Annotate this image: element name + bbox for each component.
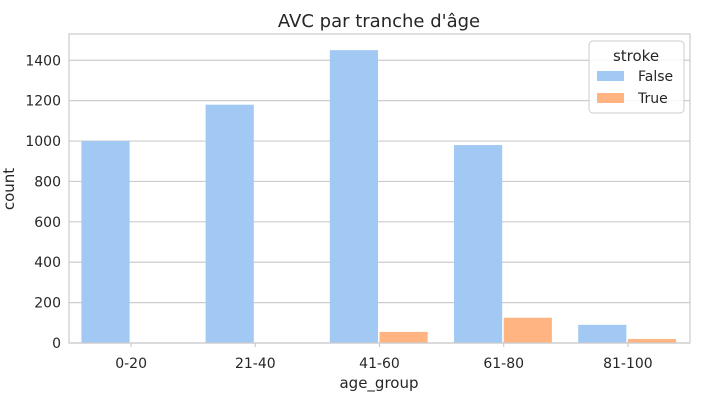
x-tick-label: 81-100 xyxy=(603,356,653,372)
legend-items: False True xyxy=(597,69,673,107)
y-tick-label: 800 xyxy=(34,174,61,190)
bar-true-81-100 xyxy=(627,338,677,343)
y-axis-label: count xyxy=(0,168,18,210)
y-tick-label: 1200 xyxy=(25,94,61,110)
bar-false-41-60 xyxy=(329,50,378,344)
gridlines xyxy=(69,59,690,344)
legend-label-false: False xyxy=(638,69,673,85)
x-tick-label: 61-80 xyxy=(483,356,524,372)
legend-swatch-true xyxy=(597,93,624,103)
x-axis-label: age_group xyxy=(339,374,418,393)
x-tick-label: 21-40 xyxy=(235,356,276,372)
x-tick-label: 0-20 xyxy=(115,356,147,372)
x-tick-label: 41-60 xyxy=(359,356,400,372)
bar-true-41-60 xyxy=(379,331,428,343)
y-tick-label: 200 xyxy=(34,296,61,312)
y-tick-label: 0 xyxy=(52,336,61,352)
bar-false-0-20 xyxy=(81,141,130,343)
y-tick-label: 400 xyxy=(34,255,61,271)
legend-title: stroke xyxy=(613,47,659,65)
bars xyxy=(81,50,677,344)
y-tick-label: 1000 xyxy=(25,134,61,150)
bar-false-61-80 xyxy=(454,145,503,343)
bar-true-61-80 xyxy=(503,317,552,343)
legend-label-true: True xyxy=(637,91,668,107)
legend-swatch-false xyxy=(597,71,624,81)
chart-title: AVC par tranche d'âge xyxy=(278,11,480,32)
y-tick-label: 1400 xyxy=(25,53,61,69)
legend: stroke False True xyxy=(588,40,685,114)
bar-false-81-100 xyxy=(578,324,627,343)
y-tick-label: 600 xyxy=(34,215,61,231)
y-tick-labels: 0 200 400 600 800 1000 1200 1400 xyxy=(25,53,61,352)
x-tick-labels: 0-20 21-40 41-60 61-80 81-100 xyxy=(115,343,653,372)
bar-false-21-40 xyxy=(205,104,254,343)
